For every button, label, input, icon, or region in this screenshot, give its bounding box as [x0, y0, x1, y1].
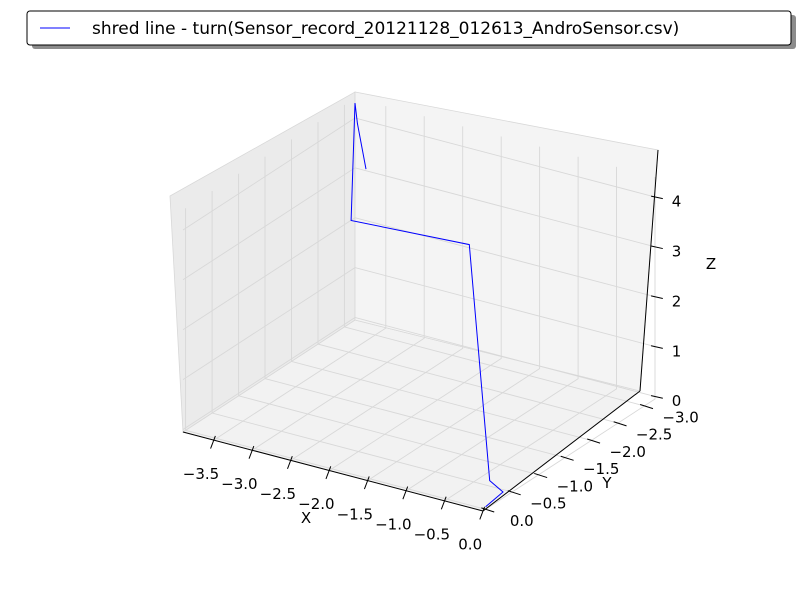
- x-grid-line: [251, 116, 425, 451]
- tick-labels: −3.5−3.0−2.5−2.0−1.5−1.0−0.50.0−3.0−2.5−…: [183, 193, 699, 554]
- z-tick: [650, 295, 663, 299]
- y-tick: [560, 455, 574, 461]
- x-tick: [287, 455, 293, 469]
- x-grid-line: [482, 177, 656, 512]
- y-tick: [481, 507, 495, 513]
- x-grid-line: [213, 106, 387, 441]
- x-grid-line: [444, 166, 617, 502]
- y-grid-line: [291, 139, 592, 441]
- z-tick-label: 2: [672, 293, 682, 311]
- y-tick-label: −2.0: [609, 443, 645, 461]
- y-tick: [613, 421, 627, 427]
- x-axis-line: [182, 431, 484, 512]
- x-grid-line: [405, 156, 579, 492]
- z-tick: [650, 245, 663, 250]
- x-axis-title: X: [301, 509, 311, 527]
- y-tick: [534, 472, 548, 479]
- x-grid-line: [290, 126, 464, 461]
- y-grid-line: [343, 104, 645, 407]
- x-tick-label: 0.0: [458, 536, 482, 554]
- x-grid-line: [328, 136, 502, 471]
- z-grid-line: [182, 167, 656, 281]
- y-grid-line: [185, 208, 486, 510]
- y-tick: [639, 404, 654, 410]
- y-tick-label: −3.0: [662, 409, 698, 427]
- x-tick-label: −1.5: [337, 505, 373, 523]
- x-tick-label: −2.0: [298, 495, 334, 513]
- axes-panes: [169, 91, 659, 512]
- y-tick-label: −0.5: [530, 495, 566, 513]
- legend-series-label: shred line - turn(Sensor_record_20121128…: [92, 19, 679, 39]
- tick-marks: [210, 195, 663, 520]
- x-tick: [325, 466, 332, 480]
- y-tick-label: 0.0: [510, 512, 534, 530]
- x-tick-label: −3.5: [183, 465, 219, 483]
- y-tick-label: −1.0: [557, 477, 593, 495]
- x-tick: [363, 476, 370, 490]
- z-grid-line: [182, 217, 656, 331]
- z-tick-label: 3: [672, 243, 682, 261]
- z-grid-line: [182, 267, 656, 380]
- z-tick: [650, 195, 663, 200]
- series-line: [350, 102, 504, 508]
- x-tick: [248, 445, 255, 459]
- z-tick-label: 4: [672, 193, 682, 211]
- series-layer: [350, 102, 504, 508]
- x-grid-line: [367, 146, 541, 481]
- legend-box: [26, 10, 792, 46]
- y-axis-title: Y: [601, 474, 612, 492]
- x-tick-label: −1.0: [375, 515, 411, 533]
- x-tick: [210, 435, 216, 449]
- x-tick: [402, 486, 409, 500]
- y-grid-line: [238, 173, 539, 476]
- x-tick-label: −0.5: [414, 526, 450, 544]
- grid-lines: [182, 104, 656, 512]
- y-grid-line: [317, 122, 619, 424]
- x-tick-label: −2.5: [260, 485, 296, 503]
- y-tick: [507, 490, 521, 496]
- z-tick-label: 0: [672, 392, 682, 410]
- z-axis-title: Z: [706, 255, 716, 273]
- legend: shred line - turn(Sensor_record_20121128…: [26, 10, 796, 49]
- z-grid-line: [182, 317, 656, 430]
- z-tick: [650, 345, 663, 349]
- y-tick-label: −1.5: [583, 460, 619, 478]
- x-tick-label: −3.0: [221, 475, 257, 493]
- y-grid-line: [211, 191, 513, 493]
- y-tick: [587, 438, 601, 444]
- y-grid-line: [264, 156, 566, 459]
- y-tick-label: −2.5: [636, 426, 672, 444]
- z-tick: [650, 395, 663, 399]
- z-tick-label: 1: [672, 342, 682, 360]
- z-axis-line: [639, 149, 659, 392]
- x-tick: [440, 496, 447, 510]
